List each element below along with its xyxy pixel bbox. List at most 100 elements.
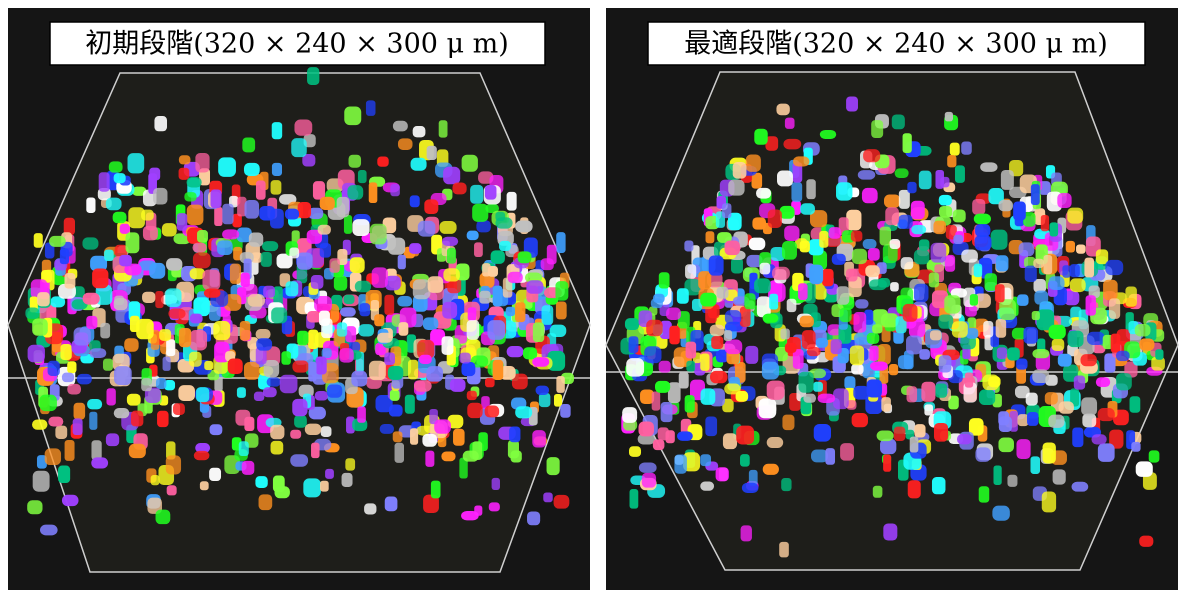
cell xyxy=(156,510,171,525)
cell xyxy=(74,403,86,420)
cell xyxy=(159,329,171,341)
cell xyxy=(829,227,841,239)
cell xyxy=(357,406,366,422)
cell xyxy=(1049,276,1065,290)
cell xyxy=(280,375,298,394)
cell xyxy=(476,220,491,232)
cell xyxy=(547,245,557,265)
cell xyxy=(769,294,778,310)
cell xyxy=(292,399,307,416)
cell xyxy=(155,291,163,308)
cell xyxy=(1050,222,1059,236)
cell xyxy=(334,276,347,291)
cell xyxy=(442,237,458,246)
cell xyxy=(863,149,880,162)
cell xyxy=(908,480,921,498)
panel-label: 初期段階(320 × 240 × 300 μ m) xyxy=(85,29,509,60)
cell xyxy=(441,451,455,461)
cell xyxy=(166,258,182,270)
cell xyxy=(871,120,883,138)
cell xyxy=(851,364,863,375)
cell xyxy=(414,380,432,391)
cell xyxy=(308,362,316,382)
cell xyxy=(934,423,948,442)
cell xyxy=(836,182,852,200)
cell xyxy=(492,478,500,490)
cell xyxy=(474,242,483,257)
cell xyxy=(881,397,891,411)
cell xyxy=(932,477,946,494)
cell xyxy=(698,271,711,289)
cell xyxy=(867,379,882,397)
cell xyxy=(907,182,916,193)
cell xyxy=(988,376,1000,387)
cell xyxy=(384,353,395,366)
cell xyxy=(669,326,679,345)
cell xyxy=(653,439,665,450)
cell xyxy=(852,249,867,264)
cell xyxy=(541,305,553,325)
cell xyxy=(467,320,480,340)
cell xyxy=(222,204,233,225)
cell xyxy=(779,542,789,558)
cell xyxy=(868,248,880,261)
cell xyxy=(409,243,421,254)
cell xyxy=(351,371,367,387)
cell xyxy=(320,243,331,258)
cell xyxy=(710,371,728,383)
cell xyxy=(418,221,436,237)
cell xyxy=(65,440,75,461)
cell xyxy=(67,384,81,395)
cell xyxy=(787,299,797,312)
cell xyxy=(700,388,715,405)
cell xyxy=(1016,439,1030,459)
cell xyxy=(344,215,352,234)
cell xyxy=(1067,208,1083,224)
cell xyxy=(894,427,906,441)
cell xyxy=(945,112,953,122)
cell xyxy=(646,320,662,336)
cell xyxy=(754,129,767,145)
panel-initial: 初期段階(320 × 240 × 300 μ m) xyxy=(8,8,590,590)
cell xyxy=(800,241,810,253)
cell xyxy=(652,391,661,410)
cell xyxy=(154,116,167,131)
cell xyxy=(1111,334,1121,353)
cell xyxy=(1076,244,1086,253)
cell xyxy=(907,386,918,402)
cell xyxy=(975,224,990,237)
cell xyxy=(1019,242,1035,256)
cell xyxy=(235,410,250,426)
cell xyxy=(642,473,656,488)
cell xyxy=(472,204,488,222)
cell xyxy=(850,345,864,365)
cell xyxy=(776,104,789,116)
cell xyxy=(184,192,196,201)
cell xyxy=(914,424,925,437)
cell xyxy=(91,440,101,460)
cell xyxy=(442,302,457,319)
cell xyxy=(141,378,152,391)
cell xyxy=(1081,397,1097,415)
cell xyxy=(106,433,119,446)
cell xyxy=(244,362,260,380)
cell xyxy=(263,387,277,397)
cell xyxy=(1031,184,1040,205)
cell xyxy=(639,462,657,472)
cell xyxy=(173,403,185,415)
cell xyxy=(780,328,789,339)
cell xyxy=(560,404,570,418)
cell xyxy=(1016,359,1027,370)
cell xyxy=(975,235,992,250)
cell xyxy=(1013,202,1026,221)
cell xyxy=(202,270,220,291)
cell xyxy=(1155,349,1163,360)
cell xyxy=(320,481,329,492)
cell xyxy=(1027,412,1038,426)
cell xyxy=(1007,347,1020,360)
cell xyxy=(1096,377,1110,387)
cell xyxy=(153,188,167,205)
cell xyxy=(1032,349,1049,358)
cell xyxy=(685,395,695,412)
cell xyxy=(684,241,693,252)
